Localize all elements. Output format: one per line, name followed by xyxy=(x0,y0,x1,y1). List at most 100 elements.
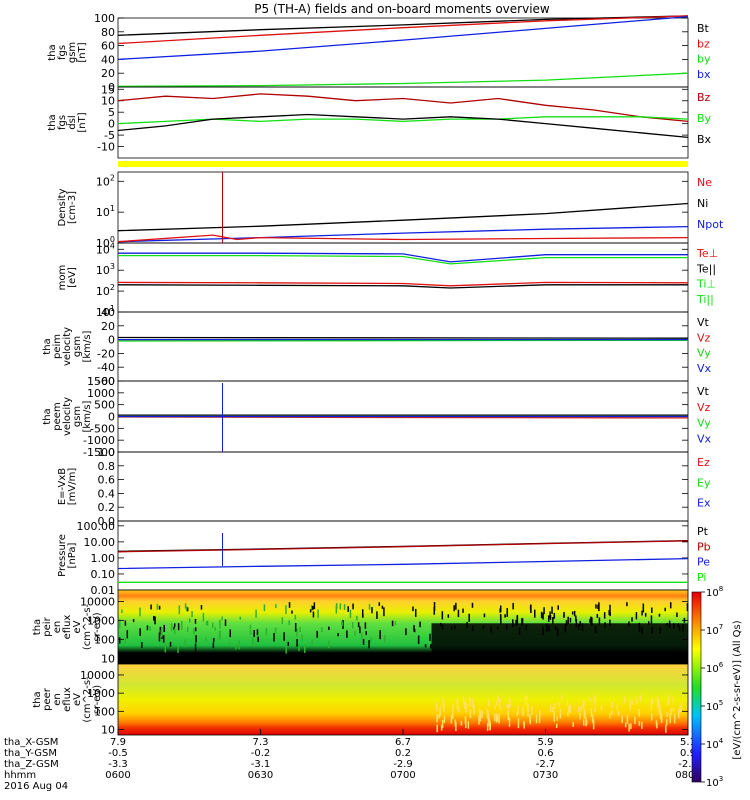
spectrogram-pixel xyxy=(200,605,203,610)
y-axis-label: eflux xyxy=(62,615,73,640)
spectrogram-pixel xyxy=(118,637,121,644)
y-tick-label: -60 xyxy=(97,375,115,388)
y-tick-label: 0.0 xyxy=(98,515,116,528)
x-tick-label: -2.7 xyxy=(536,759,556,770)
spectrogram-pixel xyxy=(670,707,672,716)
legend-entry: Pt xyxy=(697,525,709,538)
y-tick-label: 10 xyxy=(101,652,115,665)
y-axis-label: tha xyxy=(47,44,58,60)
spectrogram-pixel xyxy=(650,713,653,721)
y-tick-label: 0 xyxy=(108,81,115,94)
spectrogram-pixel xyxy=(146,625,149,631)
colorbar: 103 104 105 106 107 108 xyxy=(691,585,724,789)
spectrogram-pixel xyxy=(497,695,500,702)
y-axis-label: sr-eV) xyxy=(92,612,103,641)
spectrogram-pixel xyxy=(294,622,297,632)
x-tick-label: -2.9 xyxy=(393,759,413,770)
y-tick-exponent: 0 xyxy=(110,235,115,244)
spectrogram-pixel xyxy=(239,616,242,620)
spectrogram-pixel xyxy=(658,701,660,712)
spectrogram-pixel xyxy=(507,704,510,710)
spectrogram-pixel xyxy=(177,623,180,631)
spectrogram-pixel xyxy=(549,611,551,619)
spectrogram-pixel xyxy=(638,709,640,715)
spectrogram-pixel xyxy=(442,700,445,709)
legend-entry: Vy xyxy=(697,417,711,430)
spectrogram-pixel xyxy=(499,704,501,710)
spectrogram-pixel xyxy=(669,714,671,724)
spectrogram-pixel xyxy=(495,700,498,706)
spectrogram-pixel xyxy=(575,619,578,628)
spectrogram-pixel xyxy=(195,635,197,643)
x-tick-label: -3.1 xyxy=(251,759,271,770)
y-tick-label: 1000 xyxy=(87,614,115,627)
spectrogram-pixel xyxy=(617,710,620,716)
spectrogram-pixel xyxy=(609,604,611,612)
legend-entry: Pe xyxy=(697,556,710,569)
spectrogram-pixel xyxy=(457,706,460,713)
spectrogram-pixel xyxy=(533,609,536,618)
spectrogram-pixel xyxy=(238,640,240,650)
spectrogram-pixel xyxy=(583,719,585,726)
x-tick-label: -0.5 xyxy=(108,748,128,759)
spectrogram-pixel xyxy=(462,695,465,704)
spectrogram-pixel xyxy=(328,640,330,649)
spectrogram-pixel xyxy=(429,633,431,641)
legend-entry: Te|| xyxy=(696,262,716,275)
x-tick-label: 7.3 xyxy=(253,737,269,748)
y-axis-label: tha xyxy=(42,338,53,354)
y-tick-label: -500 xyxy=(90,422,115,435)
spectrogram-pixel xyxy=(440,724,443,731)
x-row-label: hhmm xyxy=(4,770,36,781)
spectrogram-pixel xyxy=(680,702,683,712)
spectrogram-pixel xyxy=(542,612,544,620)
spectrogram-pixel xyxy=(291,610,293,614)
spectrogram-pixel xyxy=(150,604,152,610)
spectrogram-pixel xyxy=(465,703,468,708)
y-tick-label: 0.8 xyxy=(98,460,116,473)
spectrogram-pixel xyxy=(283,632,285,641)
y-tick-label: 100 xyxy=(94,12,115,25)
spectrogram-pixel xyxy=(139,607,141,617)
spectrogram-pixel xyxy=(672,696,674,704)
y-axis-label: gsm xyxy=(67,42,78,63)
y-tick-label: -40 xyxy=(97,361,115,374)
spectrogram-pixel xyxy=(132,618,135,623)
spectrogram-pixel xyxy=(540,611,543,619)
y-tick-label: 0 xyxy=(108,411,115,424)
spectrogram-pixel xyxy=(486,722,489,731)
y-tick-label: 20 xyxy=(101,320,115,333)
spectrogram-pixel xyxy=(337,633,339,637)
y-axis-label: [km/s] xyxy=(82,330,93,362)
spectrogram-pixel xyxy=(524,696,527,705)
y-axis-label: fgs xyxy=(57,115,68,130)
spectrogram-pixel xyxy=(527,708,529,717)
series-line-Ti|| xyxy=(118,254,688,265)
spectrogram-pixel xyxy=(163,624,165,632)
panel-frame xyxy=(117,520,689,591)
spectrogram-pixel xyxy=(126,630,129,639)
spectrogram-pixel xyxy=(124,620,127,626)
x-tick-label: 0730 xyxy=(533,770,558,781)
spectrogram-pixel xyxy=(433,602,436,612)
y-axis-label: tha xyxy=(32,619,43,635)
spectrogram-pixel xyxy=(538,718,541,724)
spectrogram-pixel xyxy=(455,602,457,610)
y-axis-label: peim xyxy=(52,334,63,359)
spectrogram-pixel xyxy=(221,616,223,621)
spectrogram-pixel xyxy=(539,710,541,720)
spectrogram-pixel xyxy=(591,617,593,626)
colorbar-tick-exponent: 8 xyxy=(719,585,723,593)
spectrogram-pixel xyxy=(152,615,155,621)
spectrogram-pixel xyxy=(453,605,455,612)
spectrogram-pixel xyxy=(465,718,467,729)
legend-entry: Ey xyxy=(697,476,711,489)
y-tick-label: -10 xyxy=(97,141,115,154)
x-tick-label: 6.7 xyxy=(395,737,411,748)
spectrogram-pixel xyxy=(488,699,490,707)
colorbar-tick-exponent: 6 xyxy=(719,661,724,669)
spectrogram-pixel xyxy=(686,603,689,612)
spectrogram-pixel xyxy=(650,615,653,624)
spectrogram-pixel xyxy=(205,621,208,626)
